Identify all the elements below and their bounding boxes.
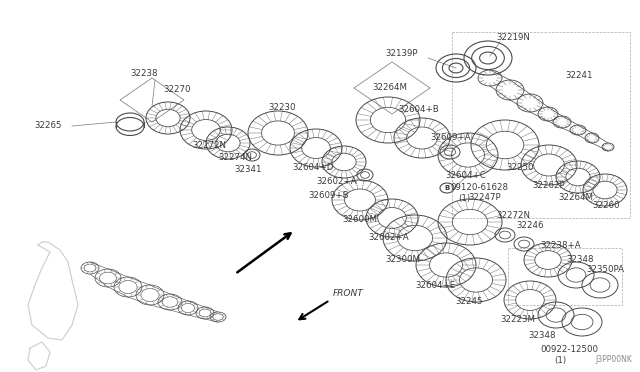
Text: 32348: 32348 bbox=[528, 331, 556, 340]
Text: 32241: 32241 bbox=[565, 71, 593, 80]
Text: 32265: 32265 bbox=[35, 122, 62, 131]
Text: 32139P: 32139P bbox=[385, 49, 418, 58]
Text: 32604+E: 32604+E bbox=[415, 282, 455, 291]
Text: 32238+A: 32238+A bbox=[540, 241, 580, 250]
Text: 32219N: 32219N bbox=[496, 33, 530, 42]
Text: 32250: 32250 bbox=[506, 164, 534, 173]
Text: 32602+A: 32602+A bbox=[368, 234, 408, 243]
Text: 32223M: 32223M bbox=[500, 315, 535, 324]
Text: 32602+A: 32602+A bbox=[316, 177, 356, 186]
Text: 32604+B: 32604+B bbox=[398, 106, 439, 115]
Text: 32246: 32246 bbox=[516, 221, 543, 231]
Text: 32300M: 32300M bbox=[385, 256, 420, 264]
Text: 32270: 32270 bbox=[163, 86, 191, 94]
Text: 32272N: 32272N bbox=[192, 141, 226, 151]
Text: 00922-12500: 00922-12500 bbox=[540, 346, 598, 355]
Text: 32604+D: 32604+D bbox=[292, 164, 333, 173]
Text: 32604+C: 32604+C bbox=[445, 170, 486, 180]
Text: J3PP00NK: J3PP00NK bbox=[595, 355, 632, 364]
Text: 32609+A: 32609+A bbox=[430, 134, 470, 142]
Text: 32264M: 32264M bbox=[558, 193, 593, 202]
Text: 32238: 32238 bbox=[130, 70, 157, 78]
Text: 32260: 32260 bbox=[592, 202, 620, 211]
Text: 32274N: 32274N bbox=[218, 154, 252, 163]
Text: 32247P: 32247P bbox=[468, 193, 500, 202]
Text: 32348: 32348 bbox=[566, 256, 593, 264]
Text: B: B bbox=[444, 185, 450, 191]
Text: 32341: 32341 bbox=[234, 166, 262, 174]
Text: 32230: 32230 bbox=[268, 103, 296, 112]
Text: (1): (1) bbox=[554, 356, 566, 365]
Text: FRONT: FRONT bbox=[333, 289, 364, 298]
Text: 32609+B: 32609+B bbox=[308, 192, 349, 201]
Text: (1): (1) bbox=[458, 193, 470, 202]
Text: 32262P: 32262P bbox=[532, 182, 564, 190]
Text: 32245: 32245 bbox=[455, 298, 483, 307]
Text: 32600M: 32600M bbox=[342, 215, 377, 224]
Text: 32264M: 32264M bbox=[372, 83, 407, 93]
Text: 32350PA: 32350PA bbox=[586, 266, 624, 275]
Text: 09120-61628: 09120-61628 bbox=[450, 183, 508, 192]
Text: 32272N: 32272N bbox=[496, 211, 530, 219]
